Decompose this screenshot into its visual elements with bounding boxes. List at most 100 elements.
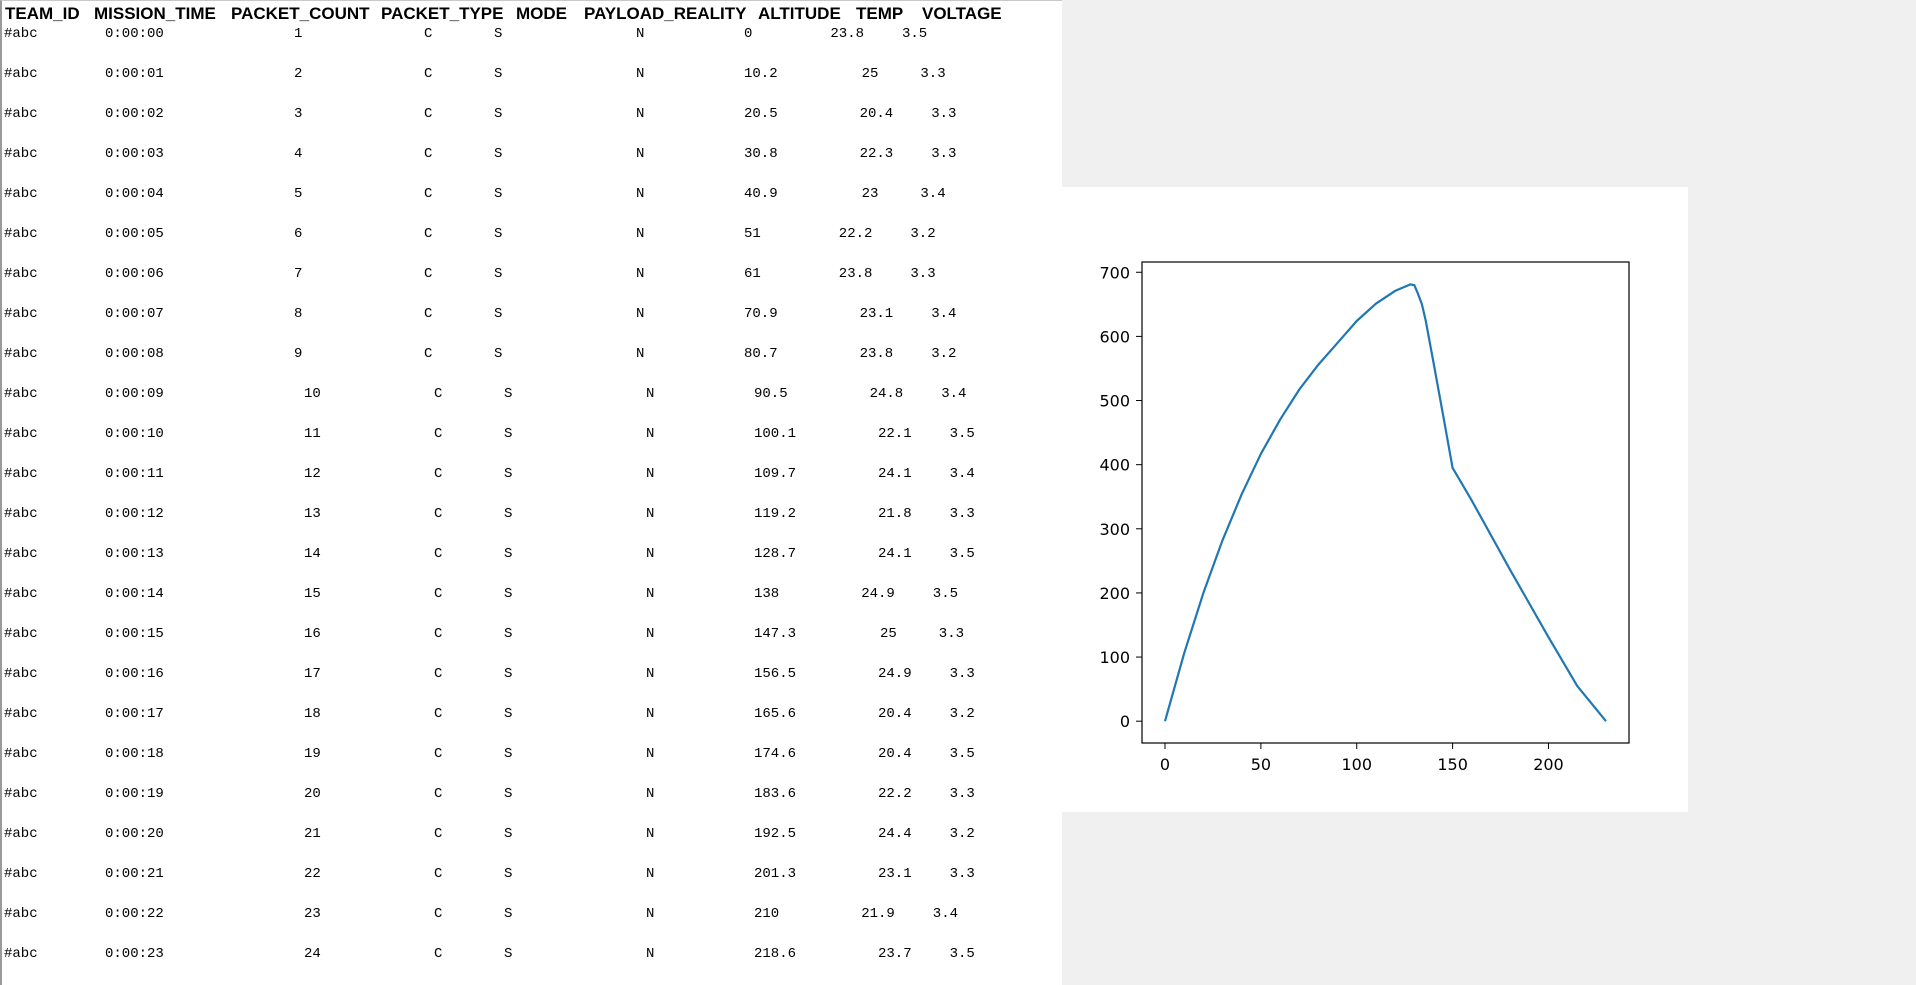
cell-voltage: 3.3 [949,786,975,802]
cell-mission-time: 0:00:07 [105,306,164,322]
cell-mode: S [504,506,513,522]
cell-packet-count: 10 [304,386,321,402]
cell-packet-count: 4 [294,146,303,162]
cell-temp: 23.1 [859,306,894,322]
cell-team-id: #abc [4,106,38,122]
x-tick-label: 50 [1251,755,1271,774]
cell-temp: 24.1 [878,466,912,482]
cell-packet-count: 14 [304,546,321,562]
cell-team-id: #abc [4,586,38,602]
cell-packet-count: 18 [304,706,321,722]
header-packet-count: PACKET_COUNT [231,4,370,23]
cell-team-id: #abc [4,626,38,642]
cell-altitude: 100.1 [754,426,797,442]
cell-packet-type: C [424,26,433,42]
cell-altitude: 174.6 [754,746,797,762]
cell-mission-time: 0:00:02 [105,106,164,122]
cell-altitude: 165.6 [754,706,797,722]
cell-packet-count: 8 [294,306,303,322]
cell-altitude: 119.2 [754,506,797,522]
cell-packet-type: C [424,146,433,162]
cell-mode: S [504,746,513,762]
cell-packet-type: C [434,586,443,602]
cell-mode: S [504,906,513,922]
cell-team-id: #abc [4,26,38,42]
header-payload-reality: PAYLOAD_REALITY [584,4,747,23]
cell-packet-count: 3 [294,106,303,122]
cell-mission-time: 0:00:12 [105,506,164,522]
cell-temp: 25 [880,626,897,642]
cell-packet-count: 12 [304,466,321,482]
cell-voltage: 3.2 [949,826,975,842]
cell-altitude: 90.5 [754,386,788,402]
cell-packet-type: C [434,866,443,882]
cell-packet-count: 9 [294,346,303,362]
header-packet-type: PACKET_TYPE [381,4,504,23]
y-tick-label: 400 [1099,456,1130,475]
cell-altitude: 10.2 [744,66,778,82]
cell-mission-time: 0:00:22 [105,906,164,922]
x-tick-label: 200 [1533,755,1564,774]
header-mode: MODE [516,4,567,23]
cell-mission-time: 0:00:10 [105,426,164,442]
cell-team-id: #abc [4,826,38,842]
cell-voltage: 3.5 [949,746,975,762]
cell-payload-reality: N [636,266,645,282]
cell-team-id: #abc [4,746,38,762]
y-tick-label: 600 [1099,327,1130,346]
cell-mode: S [494,186,503,202]
cell-mission-time: 0:00:19 [105,786,164,802]
cell-voltage: 3.4 [920,186,946,202]
cell-packet-count: 7 [294,266,303,282]
cell-packet-type: C [424,106,433,122]
cell-voltage: 3.5 [949,546,975,562]
cell-mission-time: 0:00:01 [105,66,164,82]
cell-packet-type: C [434,826,443,842]
cell-mission-time: 0:00:08 [105,346,164,362]
cell-mode: S [504,706,513,722]
cell-packet-count: 2 [294,66,303,82]
y-tick-label: 700 [1099,263,1130,282]
cell-payload-reality: N [646,746,655,762]
cell-mission-time: 0:00:15 [105,626,164,642]
cell-packet-count: 13 [304,506,321,522]
cell-voltage: 3.3 [910,266,936,282]
cell-packet-count: 15 [304,586,321,602]
cell-mode: S [504,426,513,442]
cell-payload-reality: N [646,466,655,482]
cell-voltage: 3.4 [932,906,959,922]
cell-altitude: 138 [754,586,780,602]
y-tick-label: 200 [1099,584,1130,603]
cell-mission-time: 0:00:23 [105,946,164,962]
cell-temp: 23.1 [878,866,912,882]
cell-packet-count: 20 [304,786,321,802]
cell-voltage: 3.2 [910,226,936,242]
cell-payload-reality: N [636,346,645,362]
cell-team-id: #abc [4,546,38,562]
cell-packet-type: C [424,186,433,202]
cell-team-id: #abc [4,306,38,322]
cell-voltage: 3.3 [938,626,965,642]
cell-payload-reality: N [636,106,645,122]
cell-team-id: #abc [4,386,38,402]
cell-temp: 23.7 [878,946,912,962]
cell-payload-reality: N [636,306,645,322]
cell-altitude: 218.6 [754,946,797,962]
cell-packet-count: 19 [304,746,321,762]
cell-temp: 24.8 [869,386,904,402]
cell-team-id: #abc [4,226,38,242]
cell-packet-type: C [434,626,443,642]
cell-temp: 23.8 [838,266,873,282]
cell-altitude: 210 [754,906,780,922]
cell-packet-count: 11 [304,426,321,442]
cell-voltage: 3.5 [932,586,959,602]
cell-altitude: 30.8 [744,146,778,162]
cell-team-id: #abc [4,506,38,522]
cell-temp: 22.3 [859,146,894,162]
cell-team-id: #abc [4,866,38,882]
cell-mode: S [504,786,513,802]
cell-altitude: 192.5 [754,826,797,842]
cell-mode: S [494,66,503,82]
header-mission-time: MISSION_TIME [94,4,216,23]
cell-altitude: 201.3 [754,866,797,882]
